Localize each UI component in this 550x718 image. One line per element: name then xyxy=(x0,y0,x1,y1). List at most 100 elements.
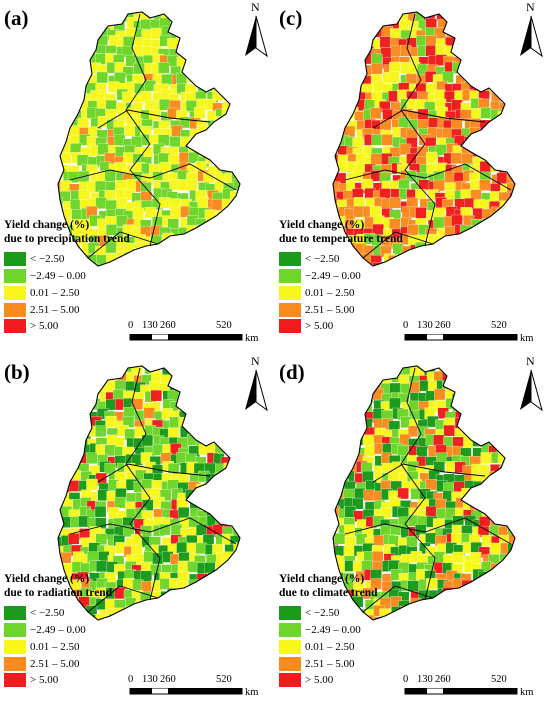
legend-title: Yield change (%) xyxy=(4,573,90,585)
legend-item: > 5.00 xyxy=(279,319,459,335)
panel-label: (b) xyxy=(4,360,30,384)
scale-tick: 130 xyxy=(142,320,158,331)
legend: Yield change (%) due to temperature tren… xyxy=(279,218,459,335)
scale-bar-graphic xyxy=(404,688,518,695)
legend-label: 2.51 – 5.00 xyxy=(305,657,355,670)
legend-label: −2.49 – 0.00 xyxy=(305,624,361,637)
legend-swatch xyxy=(279,269,301,284)
legend-subtitle: due to precipitation trend xyxy=(4,233,130,245)
legend: Yield change (%) due to precipitation tr… xyxy=(4,218,184,335)
legend-swatch xyxy=(279,639,301,654)
scale-tick: 0 xyxy=(128,320,134,331)
legend-swatch xyxy=(4,656,26,671)
legend-item: 2.51 – 5.00 xyxy=(279,302,459,319)
scale-unit: km xyxy=(245,687,259,698)
scale-tick: 130 xyxy=(417,320,433,331)
legend-label: < −2.50 xyxy=(305,607,340,620)
legend-label: > 5.00 xyxy=(30,674,59,687)
scale-tick: 260 xyxy=(435,320,451,331)
legend-item: < −2.50 xyxy=(279,252,459,268)
scale-tick: 520 xyxy=(491,320,507,331)
legend-label: 0.01 – 2.50 xyxy=(305,286,355,299)
legend: Yield change (%) due to radiation trend … xyxy=(4,572,184,689)
panel-a: (a) N Yield change (%) due to precipitat… xyxy=(0,0,275,354)
scale-tick: 130 xyxy=(417,674,433,685)
legend-swatch xyxy=(4,302,26,317)
north-arrow-icon xyxy=(245,15,268,58)
scale-bar: 0 130 260 520 km xyxy=(128,674,268,704)
scale-bar-graphic xyxy=(404,334,518,341)
legend-item: 2.51 – 5.00 xyxy=(4,302,184,319)
legend-swatch xyxy=(279,252,301,267)
north-label: N xyxy=(526,0,535,14)
legend-item: < −2.50 xyxy=(4,252,184,268)
scale-tick: 0 xyxy=(403,674,409,685)
legend-label: −2.49 – 0.00 xyxy=(30,624,86,637)
legend-item: > 5.00 xyxy=(279,673,459,689)
scale-bar: 0 130 260 520 km xyxy=(128,320,268,350)
north-label: N xyxy=(251,354,260,368)
legend-title: Yield change (%) xyxy=(279,219,365,231)
legend-label: 0.01 – 2.50 xyxy=(305,640,355,653)
legend-label: < −2.50 xyxy=(305,253,340,266)
legend-swatch xyxy=(4,623,26,638)
legend-item: −2.49 – 0.00 xyxy=(4,623,184,639)
scale-unit: km xyxy=(520,333,534,344)
legend-subtitle: due to climate trend xyxy=(279,587,378,599)
legend-label: < −2.50 xyxy=(30,607,65,620)
legend-label: > 5.00 xyxy=(305,674,334,687)
legend-item: > 5.00 xyxy=(4,673,184,689)
region-map xyxy=(57,11,241,267)
legend-swatch xyxy=(279,302,301,317)
legend-label: 2.51 – 5.00 xyxy=(30,303,80,316)
panel-label: (a) xyxy=(4,6,29,30)
legend-swatch xyxy=(4,252,26,267)
scale-bar-graphic xyxy=(129,688,243,695)
legend-swatch xyxy=(279,285,301,300)
north-arrow-icon xyxy=(520,369,543,412)
legend-item: 0.01 – 2.50 xyxy=(279,285,459,302)
legend-label: 2.51 – 5.00 xyxy=(30,657,80,670)
legend-label: < −2.50 xyxy=(30,253,65,266)
panel-b: (b) N Yield change (%) due to radiation … xyxy=(0,354,275,708)
north-label: N xyxy=(526,354,535,368)
scale-tick: 260 xyxy=(435,674,451,685)
legend-subtitle: due to radiation trend xyxy=(4,587,113,599)
legend-item: < −2.50 xyxy=(4,606,184,622)
scale-unit: km xyxy=(520,687,534,698)
panel-d: (d) N Yield change (%) due to climate tr… xyxy=(275,354,550,708)
legend-item: 2.51 – 5.00 xyxy=(4,656,184,673)
scale-bar: 0 130 260 520 km xyxy=(403,320,543,350)
legend-item: < −2.50 xyxy=(279,606,459,622)
legend-item: 2.51 – 5.00 xyxy=(279,656,459,673)
panel-label: (c) xyxy=(279,6,303,30)
legend-subtitle: due to temperature trend xyxy=(279,233,403,245)
legend-swatch xyxy=(4,639,26,654)
legend-swatch xyxy=(279,606,301,621)
legend-item: 0.01 – 2.50 xyxy=(4,639,184,656)
legend-label: 0.01 – 2.50 xyxy=(30,640,80,653)
north-arrow-icon xyxy=(245,369,268,412)
legend-title: Yield change (%) xyxy=(279,573,365,585)
legend-title: Yield change (%) xyxy=(4,219,90,231)
legend-swatch xyxy=(4,269,26,284)
panel-label: (d) xyxy=(279,360,305,384)
north-label: N xyxy=(251,0,260,14)
scale-tick: 130 xyxy=(142,674,158,685)
legend-label: 0.01 – 2.50 xyxy=(30,286,80,299)
scale-unit: km xyxy=(245,333,259,344)
legend-swatch xyxy=(4,285,26,300)
legend-item: −2.49 – 0.00 xyxy=(279,623,459,639)
scale-bar-graphic xyxy=(129,334,243,341)
region-map xyxy=(332,11,516,267)
legend-swatch xyxy=(4,319,26,334)
scale-tick: 260 xyxy=(160,674,176,685)
legend-item: > 5.00 xyxy=(4,319,184,335)
scale-tick: 260 xyxy=(160,320,176,331)
north-arrow-icon xyxy=(520,15,543,58)
legend-swatch xyxy=(279,623,301,638)
legend-label: > 5.00 xyxy=(30,320,59,333)
legend-item: 0.01 – 2.50 xyxy=(4,285,184,302)
legend-label: > 5.00 xyxy=(305,320,334,333)
legend-label: −2.49 – 0.00 xyxy=(30,270,86,283)
